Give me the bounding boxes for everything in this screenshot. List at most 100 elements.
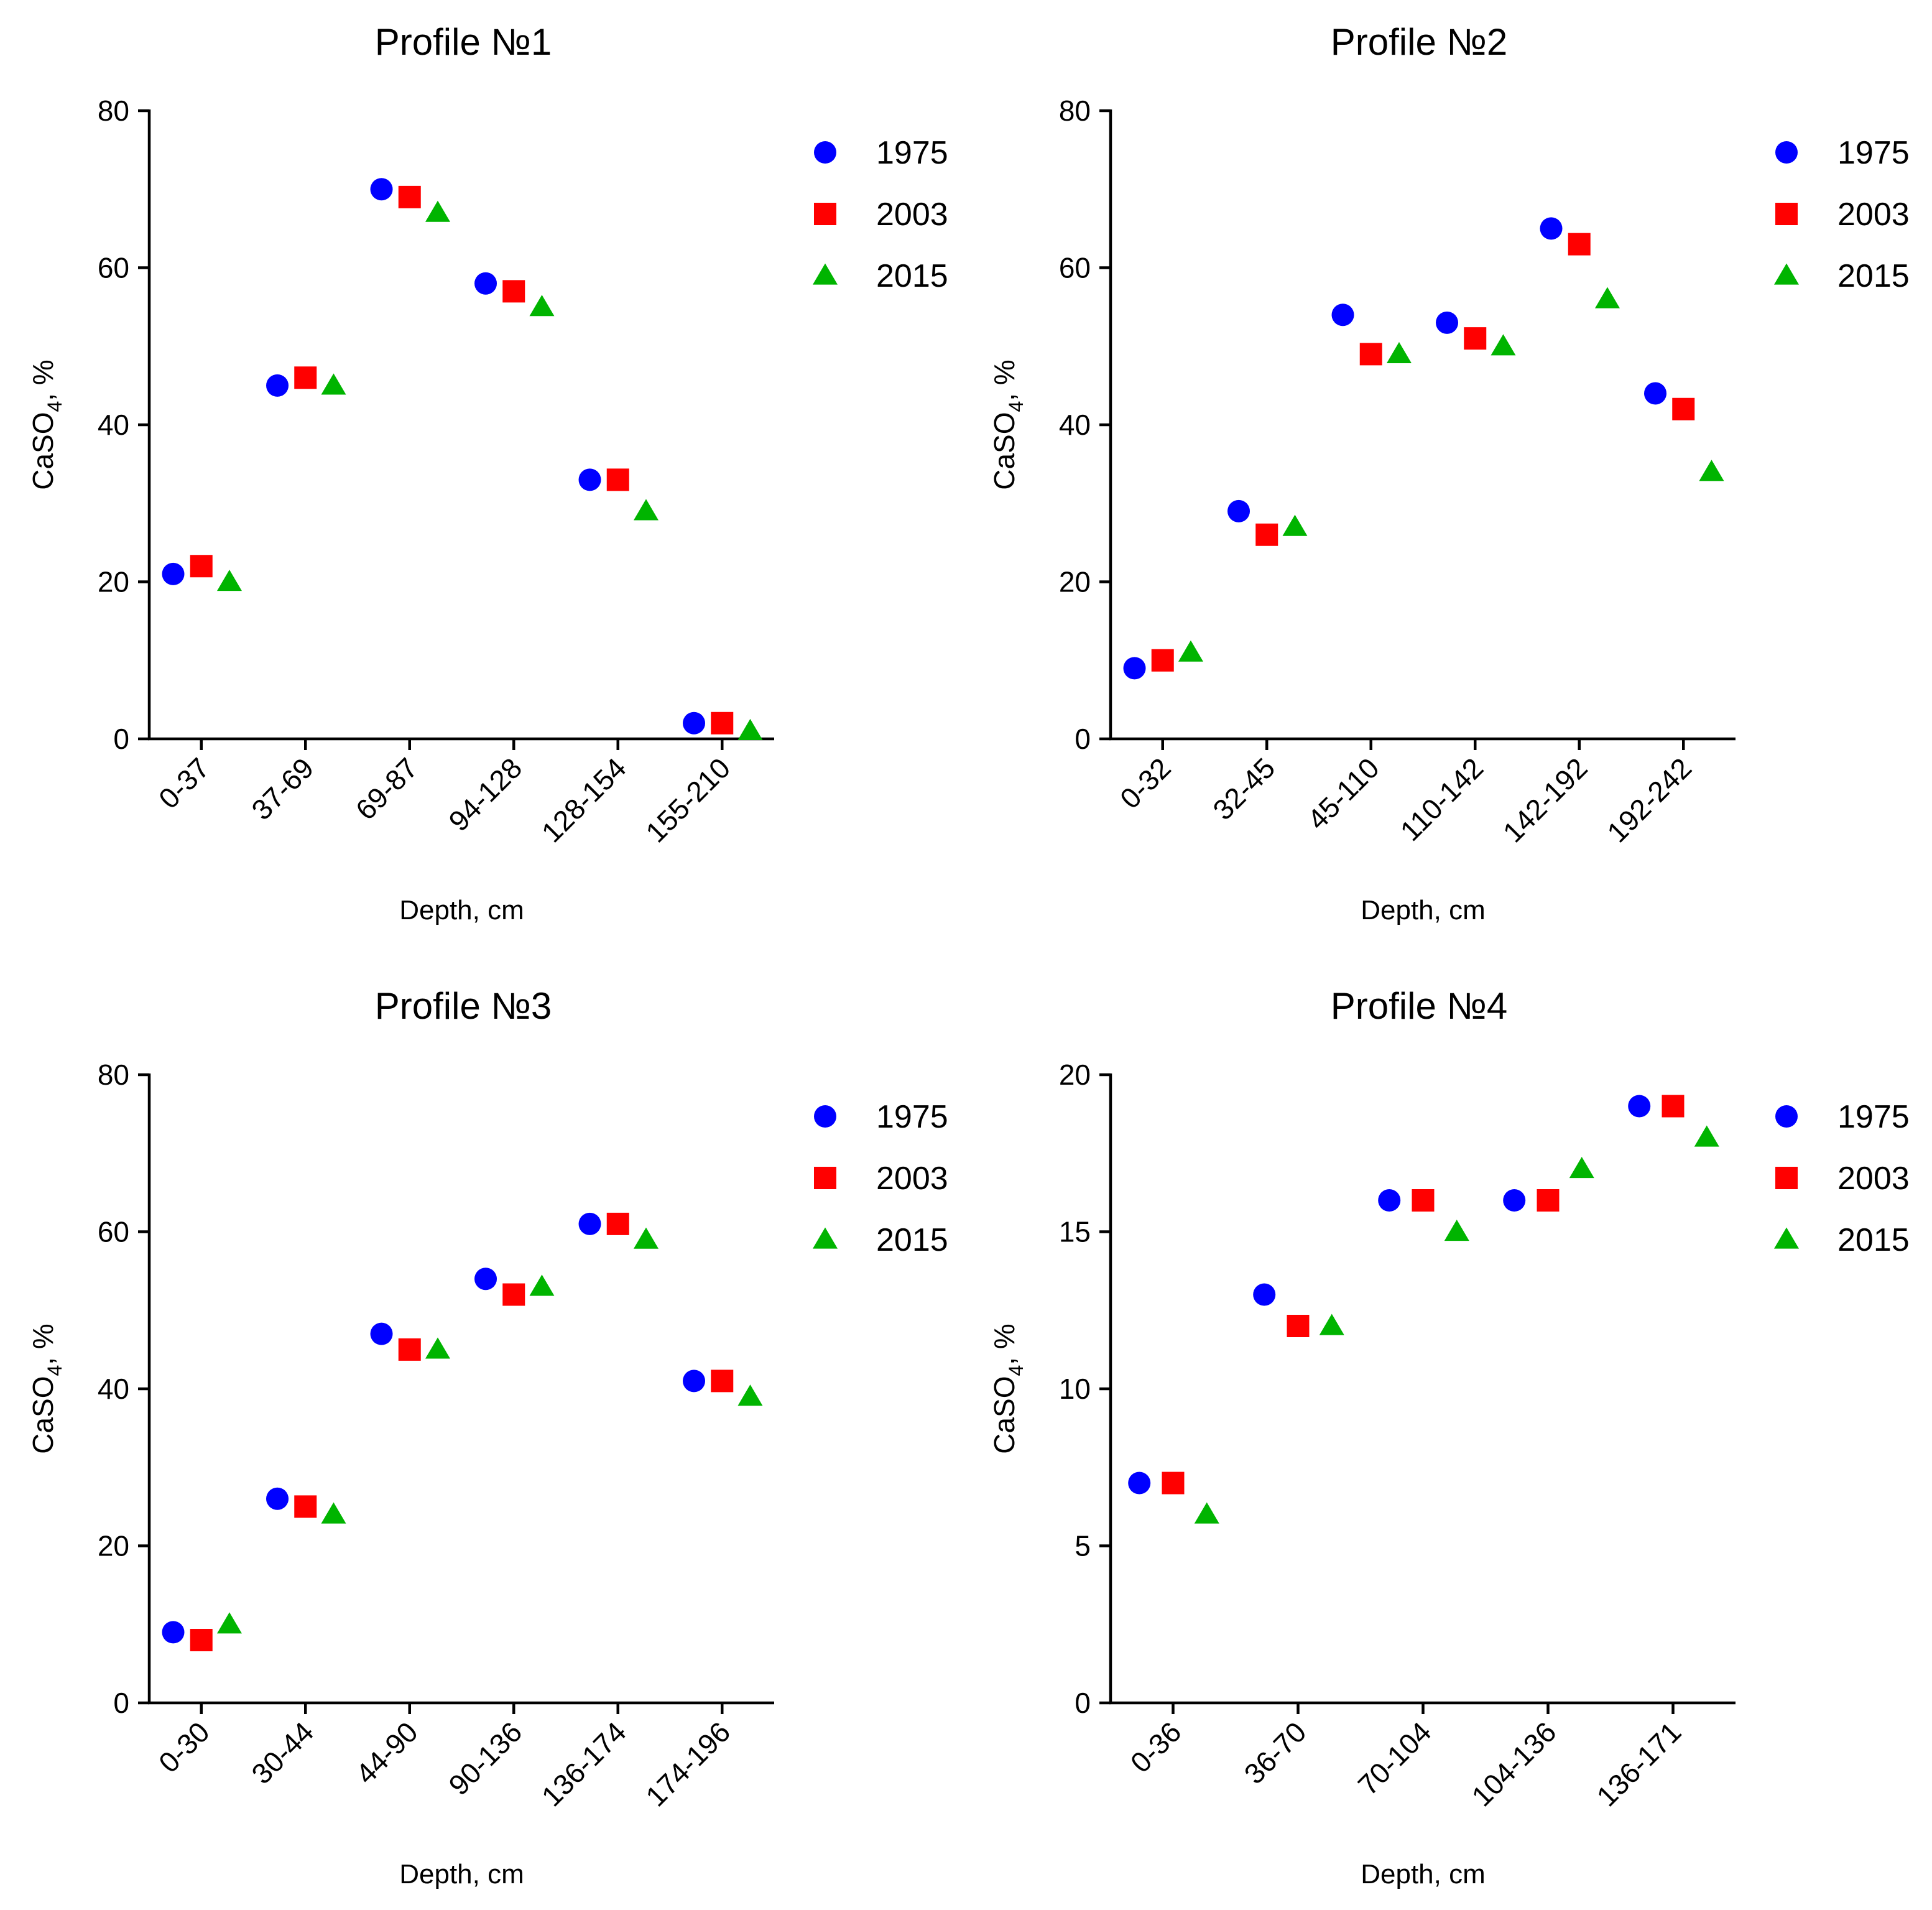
y-axis-label-sub: 4 <box>44 1365 66 1376</box>
data-point-2003-70-104 <box>1412 1189 1435 1212</box>
y-tick-label: 5 <box>1075 1530 1091 1562</box>
data-point-2015-192-242 <box>1699 460 1724 481</box>
x-tick-label: 192-242 <box>1601 751 1698 848</box>
y-tick-label: 0 <box>113 723 129 755</box>
legend-marker-2003 <box>1775 203 1798 225</box>
y-tick-label: 15 <box>1059 1216 1091 1248</box>
data-point-2003-90-136 <box>502 1283 525 1306</box>
data-point-2003-32-45 <box>1255 523 1278 546</box>
data-point-2015-37-69 <box>321 373 346 395</box>
legend-label-2003: 2003 <box>1837 197 1910 233</box>
data-point-1975-110-142 <box>1436 311 1459 334</box>
legend-marker-1975 <box>1775 141 1798 164</box>
y-tick-label: 40 <box>98 1373 129 1405</box>
y-axis-label-tail: , % <box>27 359 59 401</box>
x-tick-label: 70-104 <box>1352 1715 1438 1801</box>
data-point-2015-142-192 <box>1594 287 1620 308</box>
data-point-2003-155-210 <box>711 712 734 735</box>
data-point-2015-90-136 <box>529 1274 555 1296</box>
y-tick-label: 0 <box>113 1687 129 1719</box>
legend-marker-1975 <box>814 1105 836 1128</box>
legend-marker-2015 <box>1774 1227 1799 1249</box>
data-point-2003-37-69 <box>294 366 317 389</box>
data-point-2003-44-90 <box>398 1338 421 1361</box>
x-tick-label: 174-196 <box>639 1715 736 1812</box>
x-tick-label: 30-44 <box>245 1715 320 1790</box>
legend-label-2015: 2015 <box>876 1222 948 1258</box>
data-point-2015-136-171 <box>1694 1125 1719 1147</box>
chart-title: Profile №4 <box>1331 985 1507 1027</box>
x-tick-label: 128-154 <box>535 751 632 848</box>
data-point-1975-70-104 <box>1378 1189 1401 1212</box>
data-point-1975-94-128 <box>474 272 497 295</box>
legend-marker-2003 <box>814 203 836 225</box>
data-point-1975-155-210 <box>683 712 706 735</box>
y-axis-label-tail: , % <box>988 359 1020 401</box>
data-point-1975-0-30 <box>162 1621 185 1644</box>
data-point-2003-36-70 <box>1287 1315 1310 1337</box>
data-point-1975-45-110 <box>1331 304 1354 327</box>
data-point-1975-0-36 <box>1128 1472 1151 1495</box>
y-tick-label: 0 <box>1075 723 1091 755</box>
y-tick-label: 40 <box>1059 409 1091 441</box>
y-tick-label: 80 <box>98 95 129 127</box>
legend-label-1975: 1975 <box>876 135 948 171</box>
y-tick-label: 60 <box>98 252 129 284</box>
data-point-2003-45-110 <box>1359 343 1382 366</box>
x-axis-label: Depth, cm <box>1361 895 1486 925</box>
data-point-2015-0-32 <box>1178 640 1203 662</box>
y-tick-label: 60 <box>98 1216 129 1248</box>
data-point-2015-155-210 <box>737 718 763 740</box>
y-tick-label: 80 <box>98 1059 129 1091</box>
data-point-2003-136-174 <box>606 1212 629 1235</box>
y-axis-label: CaSO4, % <box>27 359 66 490</box>
x-tick-label: 45-110 <box>1301 751 1385 836</box>
x-tick-label: 36-70 <box>1238 1715 1313 1790</box>
legend-marker-2003 <box>1775 1167 1798 1189</box>
legend-label-2003: 2003 <box>876 1161 948 1197</box>
y-tick-label: 60 <box>1059 252 1091 284</box>
legend-label-2003: 2003 <box>876 197 948 233</box>
data-point-2015-0-36 <box>1194 1502 1219 1524</box>
legend-label-1975: 1975 <box>876 1099 948 1135</box>
data-point-2003-69-87 <box>398 185 421 208</box>
y-axis-label-main: CaSO <box>27 412 59 490</box>
data-point-2015-104-136 <box>1569 1157 1594 1179</box>
data-point-2015-174-196 <box>737 1384 763 1406</box>
y-tick-label: 20 <box>98 1530 129 1562</box>
legend-label-1975: 1975 <box>1837 1099 1910 1135</box>
x-tick-label: 44-90 <box>349 1715 424 1790</box>
legend-label-2003: 2003 <box>1837 1161 1910 1197</box>
y-tick-label: 10 <box>1059 1373 1091 1405</box>
data-point-2003-0-32 <box>1151 649 1174 672</box>
legend-label-1975: 1975 <box>1837 135 1910 171</box>
x-tick-label: 0-37 <box>152 751 216 815</box>
chart-panel-4: Profile №4 0 5 10 15 20 0-36 36-70 70-104 104-136… <box>988 985 1910 1889</box>
chart-panel-2: Profile №2 0 20 40 60 80 0-32 32-45 45-110 110-14… <box>988 21 1910 925</box>
data-point-2015-136-174 <box>633 1227 659 1249</box>
data-point-1975-142-192 <box>1540 217 1563 240</box>
x-tick-label: 136-171 <box>1590 1715 1687 1812</box>
y-axis-label-main: CaSO <box>988 1376 1020 1454</box>
chart-title: Profile №3 <box>375 985 552 1027</box>
data-point-2015-36-70 <box>1319 1314 1344 1335</box>
y-axis-label-sub: 4 <box>1005 1365 1027 1376</box>
y-tick-label: 20 <box>1059 1059 1091 1091</box>
x-tick-label: 155-210 <box>639 751 736 848</box>
legend-marker-2015 <box>1774 263 1799 285</box>
legend-marker-1975 <box>1775 1105 1798 1128</box>
x-tick-label: 32-45 <box>1206 751 1281 826</box>
x-tick-label: 110-142 <box>1394 751 1490 847</box>
data-point-2015-94-128 <box>529 295 555 317</box>
data-point-2015-44-90 <box>425 1337 450 1359</box>
x-tick-label: 94-128 <box>442 751 528 837</box>
data-point-1975-37-69 <box>266 374 289 397</box>
y-tick-label: 20 <box>98 566 129 598</box>
data-point-2003-136-171 <box>1662 1095 1685 1118</box>
x-tick-label: 69-87 <box>349 751 424 826</box>
data-point-1975-0-37 <box>162 562 185 585</box>
data-point-2003-192-242 <box>1672 397 1695 420</box>
y-tick-label: 40 <box>98 409 129 441</box>
